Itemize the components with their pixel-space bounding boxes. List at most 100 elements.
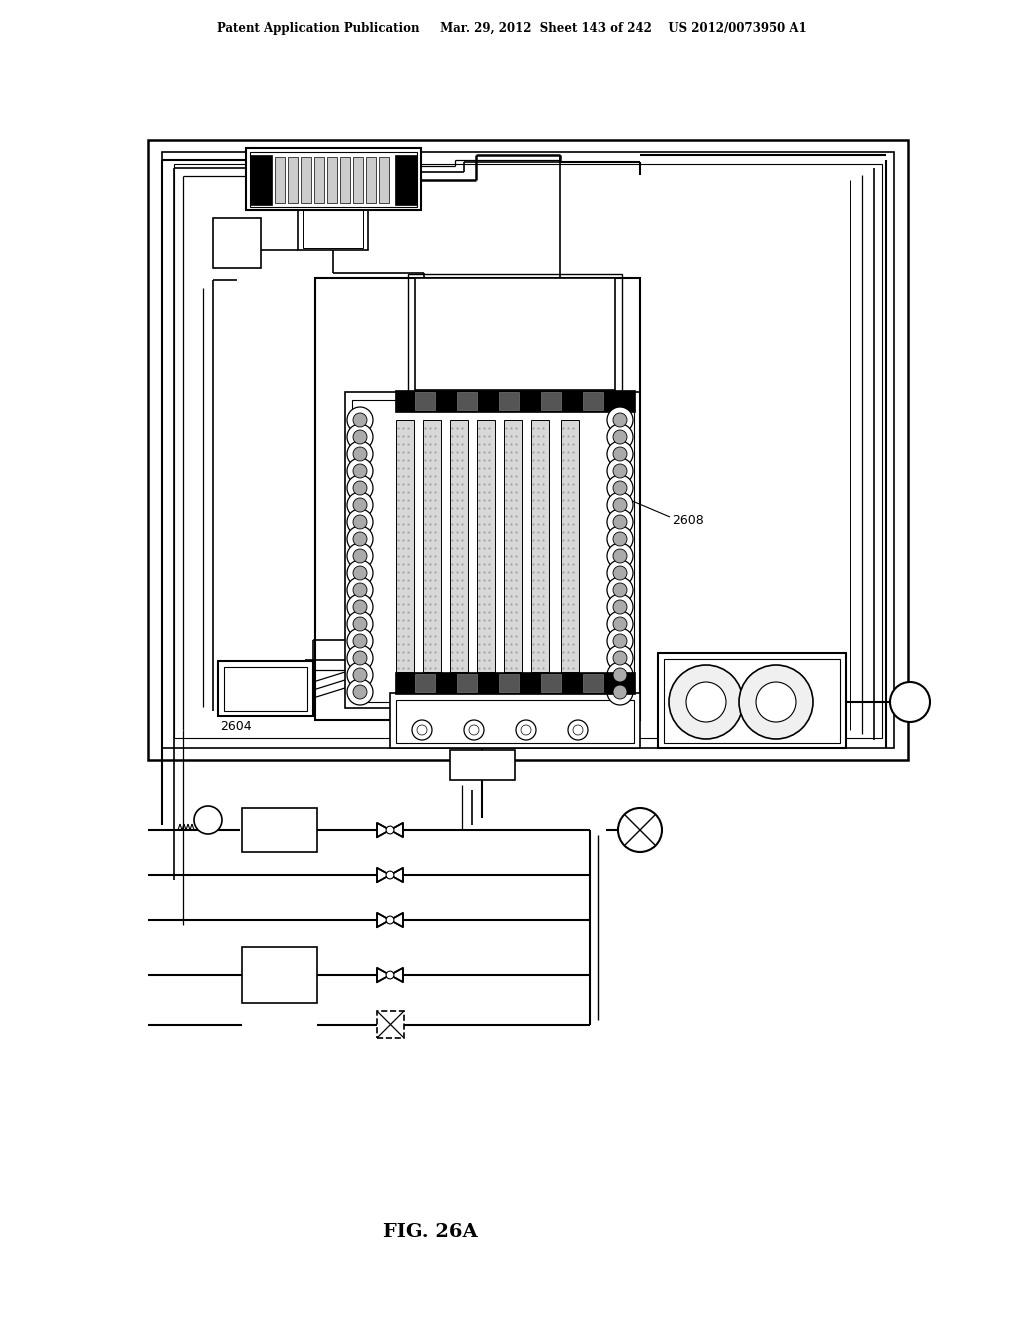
- Circle shape: [613, 583, 627, 597]
- Bar: [415, 392, 435, 411]
- Circle shape: [194, 807, 222, 834]
- Circle shape: [347, 577, 373, 603]
- Circle shape: [412, 719, 432, 741]
- Circle shape: [353, 532, 367, 546]
- Circle shape: [353, 601, 367, 614]
- Circle shape: [347, 475, 373, 502]
- Bar: [499, 392, 519, 411]
- Circle shape: [353, 498, 367, 512]
- Circle shape: [347, 678, 373, 705]
- Bar: [242, 808, 317, 851]
- Circle shape: [353, 685, 367, 700]
- Circle shape: [347, 441, 373, 467]
- Bar: [450, 750, 515, 780]
- Bar: [457, 675, 477, 692]
- Bar: [250, 154, 272, 205]
- Polygon shape: [377, 867, 403, 882]
- Bar: [658, 653, 846, 748]
- Circle shape: [607, 645, 633, 671]
- Bar: [408, 275, 622, 393]
- Circle shape: [607, 407, 633, 433]
- Bar: [218, 661, 313, 715]
- Circle shape: [353, 651, 367, 665]
- Text: FIG. 26A: FIG. 26A: [383, 1224, 477, 1241]
- Circle shape: [353, 549, 367, 564]
- Circle shape: [347, 560, 373, 586]
- Bar: [583, 675, 603, 692]
- Circle shape: [347, 543, 373, 569]
- Circle shape: [613, 532, 627, 546]
- Bar: [301, 157, 311, 203]
- Circle shape: [607, 458, 633, 484]
- Bar: [327, 157, 337, 203]
- Circle shape: [347, 492, 373, 517]
- Bar: [395, 389, 635, 412]
- Bar: [314, 157, 324, 203]
- Bar: [148, 140, 908, 760]
- Bar: [477, 420, 495, 672]
- Bar: [353, 157, 362, 203]
- Bar: [288, 157, 298, 203]
- Bar: [366, 157, 376, 203]
- Circle shape: [607, 475, 633, 502]
- Circle shape: [613, 668, 627, 682]
- Circle shape: [613, 549, 627, 564]
- Bar: [395, 672, 635, 694]
- Text: 2608: 2608: [672, 513, 703, 527]
- Circle shape: [607, 543, 633, 569]
- Bar: [450, 420, 468, 672]
- Bar: [499, 675, 519, 692]
- Circle shape: [417, 725, 427, 735]
- Circle shape: [607, 594, 633, 620]
- Text: 2604: 2604: [220, 719, 252, 733]
- Circle shape: [353, 515, 367, 529]
- Bar: [303, 210, 362, 248]
- Circle shape: [347, 424, 373, 450]
- Bar: [250, 152, 417, 207]
- Bar: [415, 279, 615, 389]
- Circle shape: [464, 719, 484, 741]
- Circle shape: [613, 566, 627, 579]
- Bar: [504, 420, 522, 672]
- Circle shape: [607, 492, 633, 517]
- Circle shape: [353, 668, 367, 682]
- Circle shape: [353, 480, 367, 495]
- Bar: [242, 946, 317, 1003]
- Circle shape: [347, 663, 373, 688]
- Circle shape: [607, 611, 633, 638]
- Circle shape: [568, 719, 588, 741]
- Circle shape: [607, 678, 633, 705]
- Circle shape: [613, 601, 627, 614]
- Circle shape: [521, 725, 531, 735]
- Bar: [423, 420, 441, 672]
- Circle shape: [613, 616, 627, 631]
- Circle shape: [613, 634, 627, 648]
- Bar: [298, 209, 368, 249]
- Circle shape: [613, 480, 627, 495]
- Circle shape: [347, 510, 373, 535]
- Circle shape: [347, 458, 373, 484]
- Circle shape: [353, 583, 367, 597]
- Circle shape: [669, 665, 743, 739]
- Bar: [395, 154, 417, 205]
- Circle shape: [469, 725, 479, 735]
- Bar: [345, 392, 640, 708]
- Bar: [583, 392, 603, 411]
- Bar: [396, 420, 414, 672]
- Circle shape: [686, 682, 726, 722]
- Circle shape: [613, 430, 627, 444]
- Circle shape: [386, 972, 394, 979]
- Circle shape: [516, 719, 536, 741]
- Circle shape: [613, 498, 627, 512]
- Polygon shape: [377, 968, 403, 982]
- Polygon shape: [377, 913, 403, 927]
- Bar: [396, 700, 634, 743]
- Circle shape: [607, 560, 633, 586]
- Circle shape: [353, 634, 367, 648]
- Bar: [213, 218, 261, 268]
- Circle shape: [386, 871, 394, 879]
- Bar: [415, 675, 435, 692]
- Bar: [315, 279, 640, 719]
- Circle shape: [607, 424, 633, 450]
- Circle shape: [613, 413, 627, 426]
